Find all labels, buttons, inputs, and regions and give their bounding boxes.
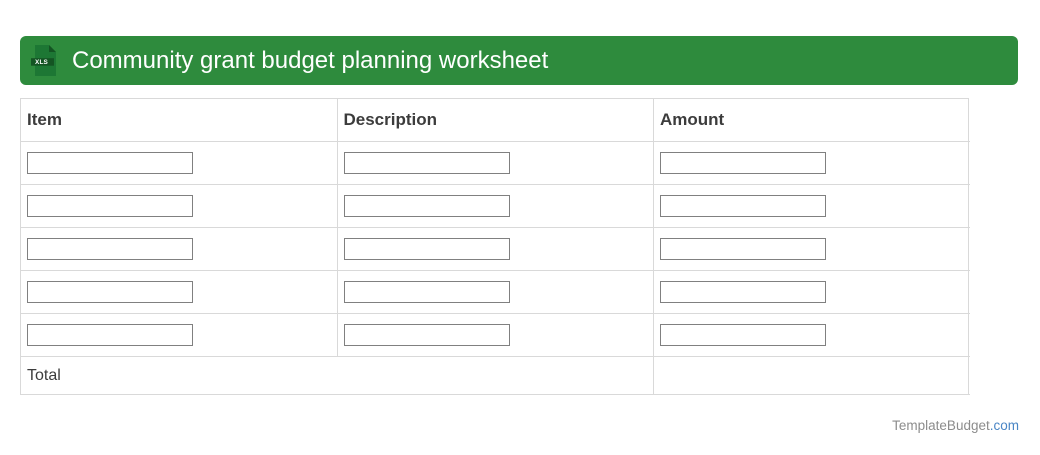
svg-text:XLS: XLS — [35, 59, 49, 66]
